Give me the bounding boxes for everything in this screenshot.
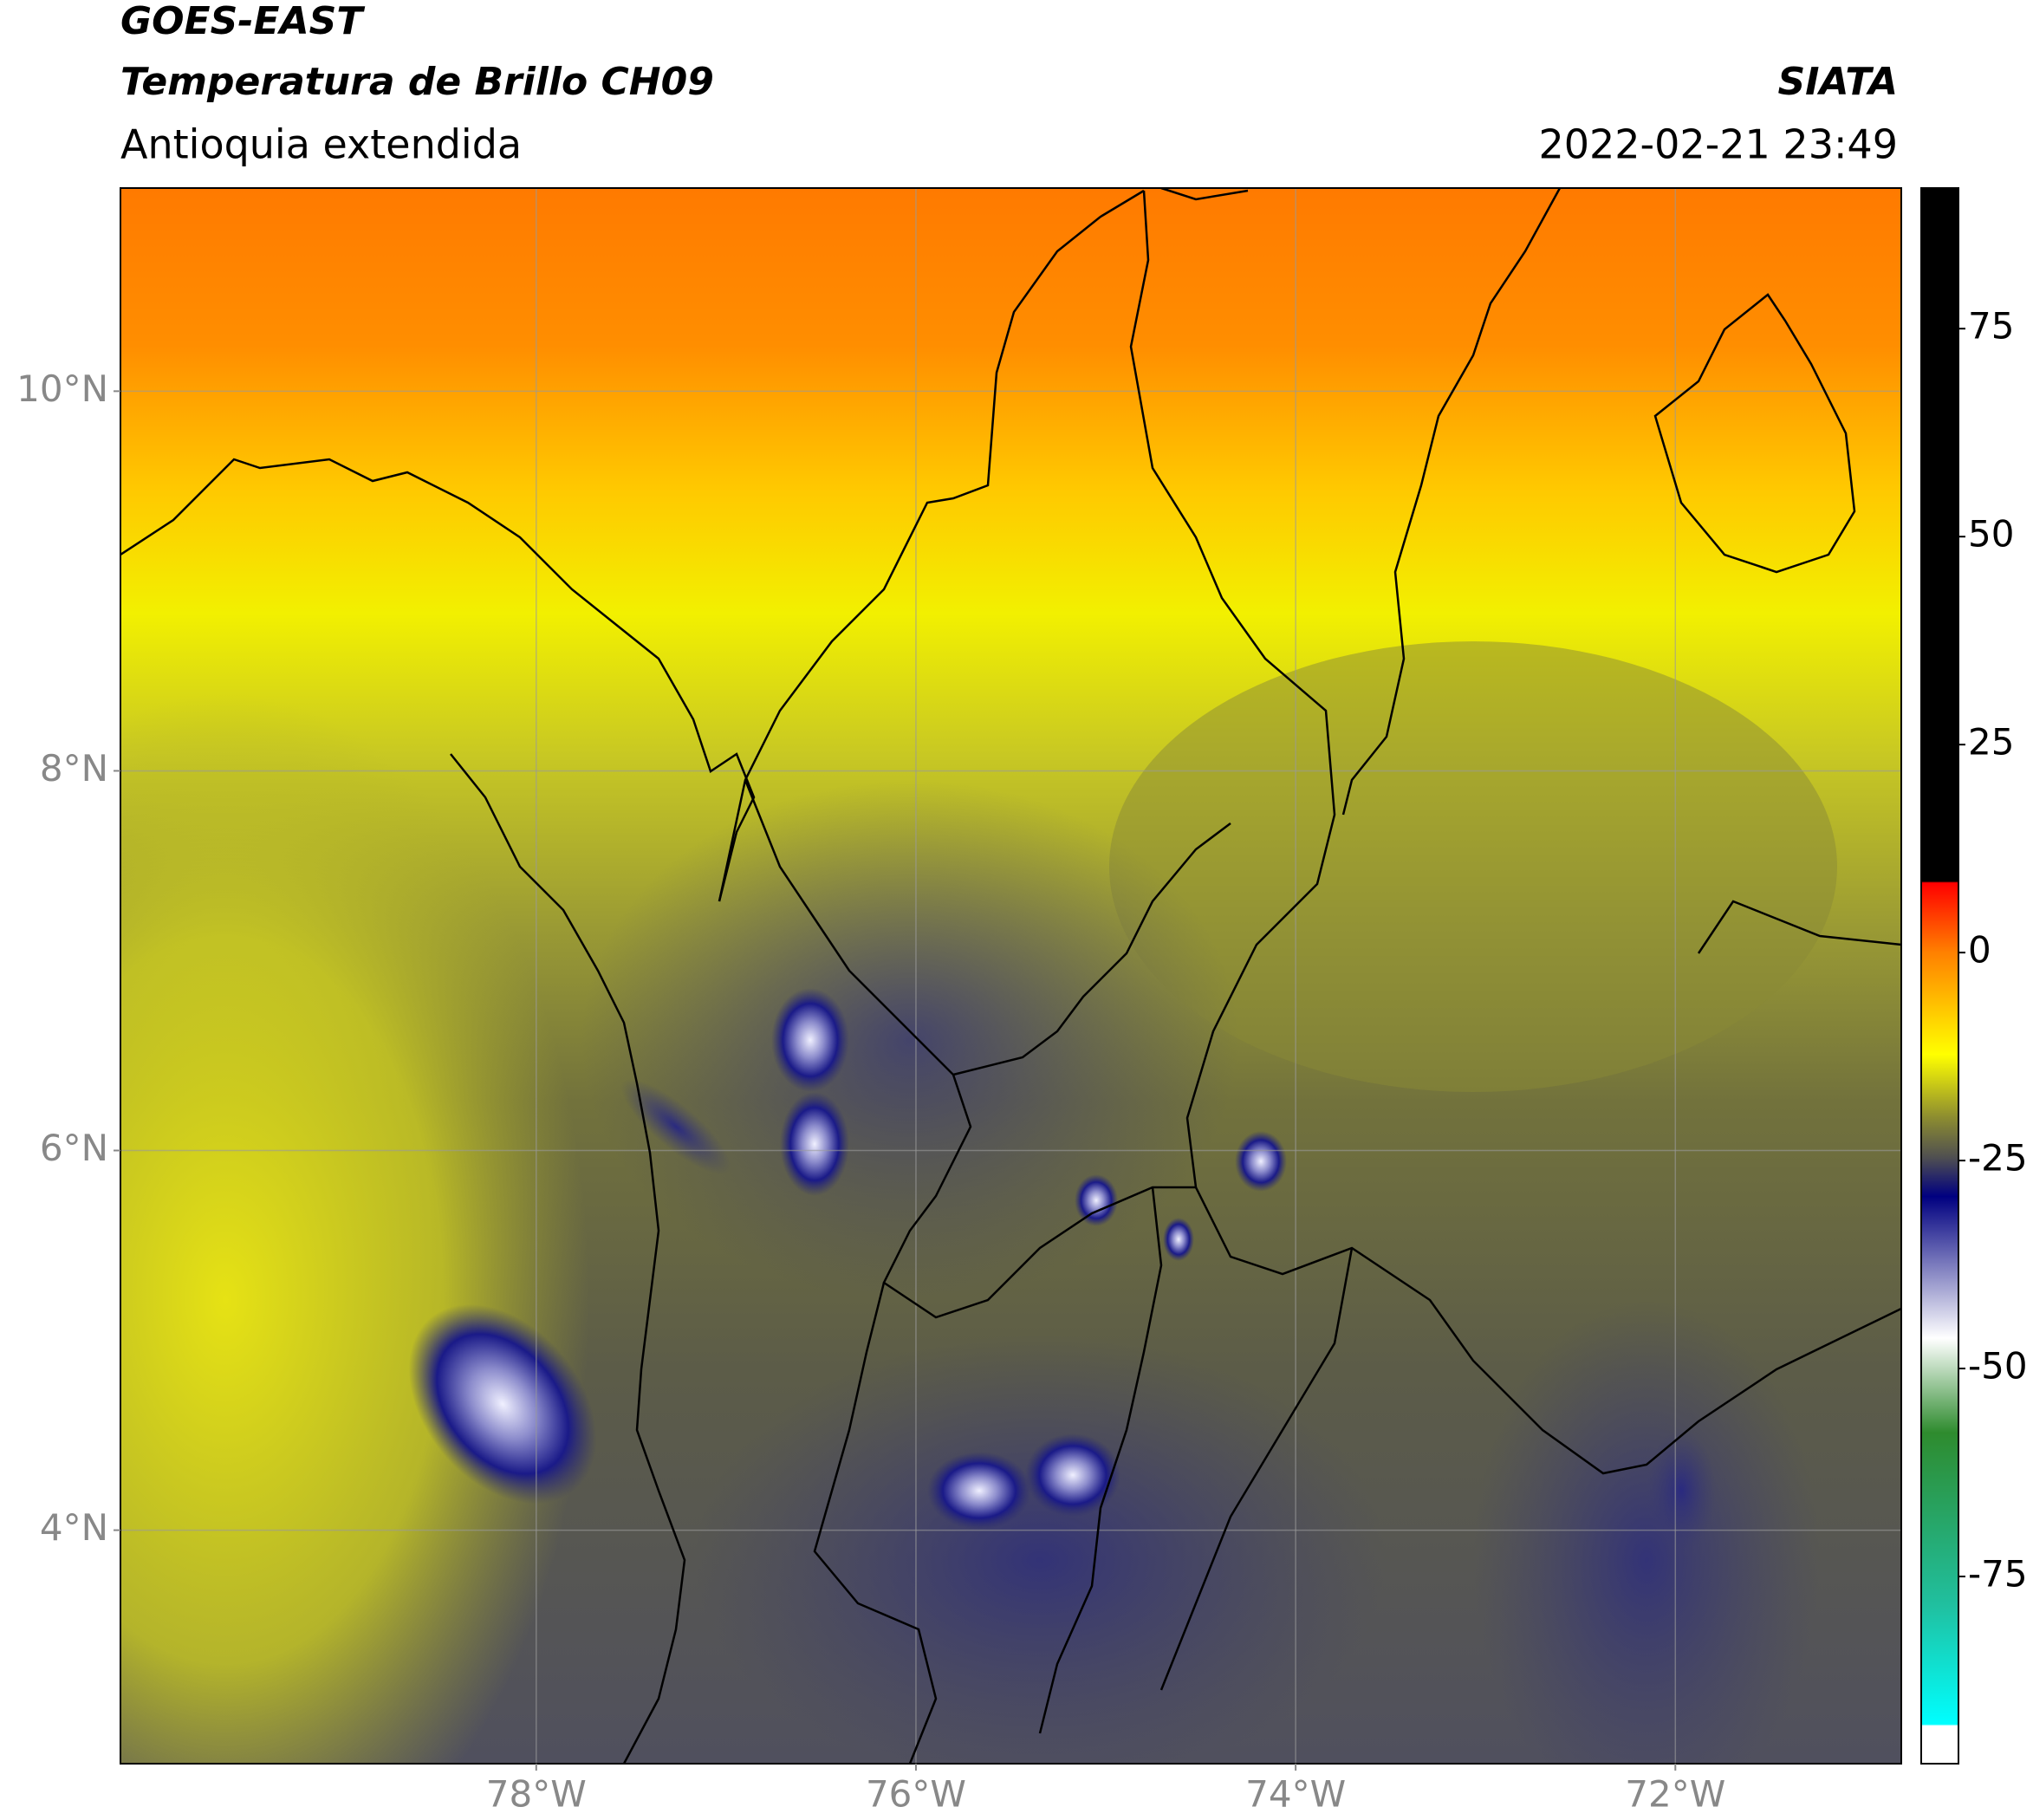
storm-cell	[1163, 1218, 1194, 1261]
department-border	[1159, 1247, 1354, 1691]
colorbar-ticks: 75 50 25 0 -25 -50 -75	[1958, 305, 2028, 1596]
border	[1697, 900, 1901, 954]
y-tick-label: 4°N	[40, 1506, 108, 1549]
department-border	[952, 822, 1231, 1076]
map	[120, 188, 1901, 1764]
storm-cell	[771, 988, 849, 1092]
warm-area	[1109, 641, 1837, 1092]
colorbar-tick-label: 75	[1968, 305, 2014, 348]
storm-cell	[927, 1452, 1031, 1530]
coastline	[120, 458, 756, 902]
storm-cell	[1075, 1174, 1118, 1226]
y-tick-label: 8°N	[40, 747, 108, 790]
title: GOES-EAST	[120, 0, 365, 43]
cold-area	[693, 1335, 1387, 1764]
border	[1129, 190, 1901, 1475]
x-tick-label: 76°W	[866, 1773, 966, 1816]
border	[1341, 188, 1562, 816]
colorbar-tick-label: 0	[1968, 929, 1991, 972]
y-tick-label: 10°N	[16, 367, 108, 410]
region: Antioquia extendida	[120, 121, 522, 168]
border	[1653, 293, 1856, 574]
colorbar-tick-label: 50	[1968, 513, 2014, 556]
coastline	[450, 753, 686, 1764]
coastline	[1160, 188, 1249, 201]
colorbar-tick-label: -25	[1968, 1137, 2028, 1180]
department-border	[813, 1282, 938, 1764]
warm-area	[120, 693, 589, 1764]
coastline	[718, 189, 1145, 902]
grid	[120, 188, 1901, 1764]
storm-cell	[408, 1303, 597, 1505]
cold-area	[1473, 1300, 1820, 1764]
subtitle: Temperatura de Brillo CH09	[120, 60, 714, 104]
colorbar-tick-label: 25	[1968, 721, 2014, 764]
colorbar-tick-label: -50	[1968, 1345, 2028, 1388]
x-tick-label: 78°W	[486, 1773, 587, 1816]
datetime: 2022-02-21 23:49	[1538, 121, 1898, 168]
cold-area	[581, 780, 1239, 1300]
storm-cell	[1025, 1433, 1120, 1517]
cold-area	[1647, 1430, 1716, 1551]
map-frame	[120, 187, 1902, 1765]
axes: 78°W 76°W 74°W 72°W 10°N 8°N 6°N 4°N	[16, 367, 1725, 1816]
colorbar	[1920, 187, 1959, 1765]
storm-cell	[1235, 1131, 1287, 1192]
source: SIATA	[1777, 60, 1898, 104]
x-tick-label: 72°W	[1625, 1773, 1725, 1816]
y-tick-label: 6°N	[40, 1127, 108, 1169]
department-border	[744, 779, 1196, 1319]
x-tick-label: 74°W	[1245, 1773, 1346, 1816]
storm-cell	[780, 1092, 849, 1196]
department-border	[1038, 1186, 1163, 1734]
colorbar-tick-label: -75	[1968, 1553, 2028, 1596]
